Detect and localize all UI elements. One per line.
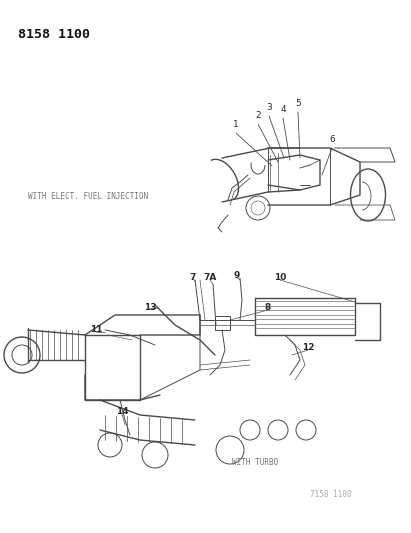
Text: 7A: 7A xyxy=(203,273,217,282)
Text: 7: 7 xyxy=(190,272,196,281)
Text: 8: 8 xyxy=(265,303,271,312)
Text: 2: 2 xyxy=(255,111,261,120)
Text: 9: 9 xyxy=(234,271,240,279)
Text: 12: 12 xyxy=(302,343,314,352)
Text: 3: 3 xyxy=(266,103,272,112)
Text: 8158 1100: 8158 1100 xyxy=(18,28,90,41)
Text: 13: 13 xyxy=(144,303,156,311)
Text: WITH TURBO: WITH TURBO xyxy=(232,458,278,467)
Text: 5: 5 xyxy=(295,99,301,108)
Text: 10: 10 xyxy=(274,273,286,282)
Text: 14: 14 xyxy=(115,408,128,416)
Text: 4: 4 xyxy=(280,105,286,114)
Text: 11: 11 xyxy=(90,326,102,335)
Text: 6: 6 xyxy=(329,135,335,144)
Text: 7158 1100: 7158 1100 xyxy=(310,490,352,499)
Text: 1: 1 xyxy=(233,120,239,129)
Text: WITH ELECT. FUEL INJECTION: WITH ELECT. FUEL INJECTION xyxy=(28,192,148,201)
